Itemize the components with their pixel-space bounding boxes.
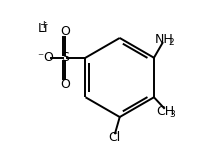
Text: CH: CH — [156, 106, 174, 118]
Text: 2: 2 — [168, 38, 173, 47]
Text: 3: 3 — [169, 110, 175, 120]
Text: Cl: Cl — [108, 131, 120, 144]
Text: S: S — [61, 51, 69, 64]
Text: O: O — [60, 78, 70, 91]
Text: NH: NH — [155, 33, 173, 46]
Text: O: O — [43, 51, 53, 64]
Text: ⁻: ⁻ — [37, 51, 44, 64]
Text: +: + — [40, 20, 49, 30]
Text: Li: Li — [37, 22, 48, 35]
Text: O: O — [60, 25, 70, 38]
